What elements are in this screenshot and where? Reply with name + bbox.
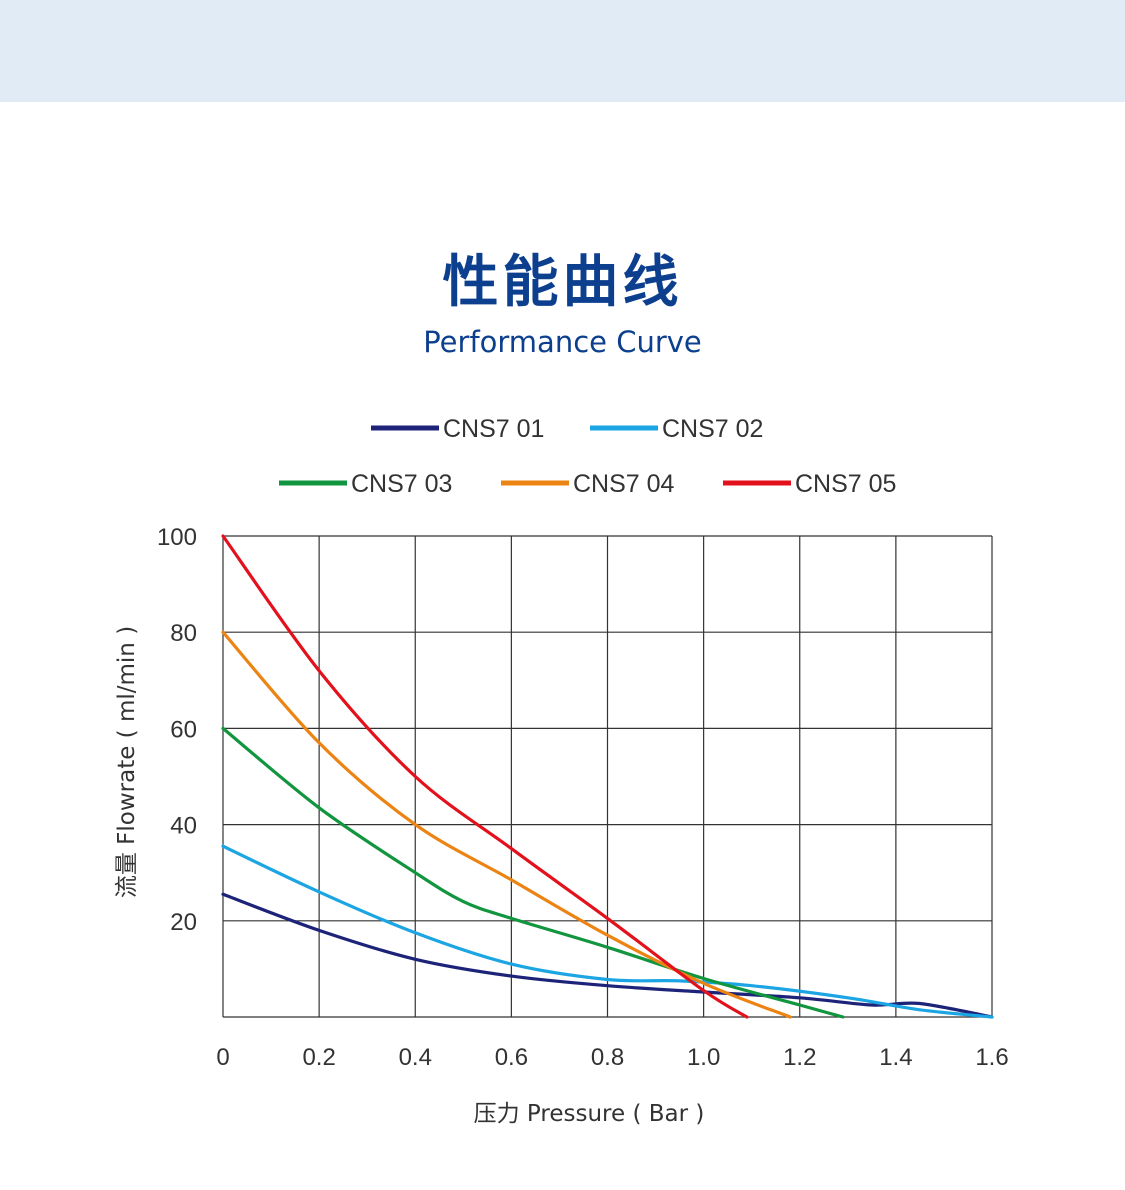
series-line-cns7-02 — [221, 844, 994, 1019]
y-tick-label: 20 — [170, 909, 197, 936]
chart-grid — [222, 535, 993, 1018]
chart-curves — [221, 534, 994, 1019]
y-axis-label: 流量 Flowrate ( ml/min ) — [114, 626, 140, 898]
x-tick-label: 0.6 — [495, 1044, 528, 1071]
legend-label: CNS7 05 — [795, 470, 896, 498]
chart-ticks: 0 0.2 0.4 0.6 0.8 1.0 1.2 1.4 1.6 20 40 60 80 100 — [157, 524, 1009, 1071]
chart-legend: CNS7 01 CNS7 02 CNS7 03 CNS7 04 CNS7 05 — [279, 415, 896, 498]
y-tick-label: 60 — [170, 716, 197, 743]
x-tick-label: 0.8 — [591, 1044, 624, 1071]
x-tick-label: 1.4 — [879, 1044, 912, 1071]
page-subtitle: Performance Curve — [423, 325, 702, 359]
legend-item: CNS7 03 — [279, 470, 452, 498]
legend-label: CNS7 04 — [573, 470, 675, 498]
page-title: 性能曲线 — [442, 250, 683, 315]
x-tick-label: 1.2 — [783, 1044, 816, 1071]
legend-item: CNS7 02 — [590, 415, 763, 443]
series-line-cns7-04 — [221, 630, 792, 1019]
y-tick-label: 80 — [170, 620, 197, 647]
y-tick-label: 100 — [157, 524, 197, 551]
legend-item: CNS7 05 — [723, 470, 896, 498]
series-line-cns7-03 — [221, 726, 845, 1019]
series-line-cns7-05 — [221, 534, 749, 1019]
legend-item: CNS7 01 — [371, 415, 544, 443]
x-tick-label: 0.4 — [399, 1044, 432, 1071]
legend-item: CNS7 04 — [501, 470, 675, 498]
x-tick-label: 1.6 — [975, 1044, 1008, 1071]
top-banner — [0, 0, 1125, 102]
y-tick-label: 40 — [170, 813, 197, 840]
legend-label: CNS7 01 — [443, 415, 544, 443]
x-tick-label: 0.2 — [302, 1044, 335, 1071]
legend-label: CNS7 02 — [662, 415, 763, 443]
legend-label: CNS7 03 — [351, 470, 452, 498]
x-axis-label: 压力 Pressure ( Bar ) — [474, 1101, 705, 1127]
x-tick-label: 1.0 — [687, 1044, 720, 1071]
x-tick-label: 0 — [216, 1044, 229, 1071]
